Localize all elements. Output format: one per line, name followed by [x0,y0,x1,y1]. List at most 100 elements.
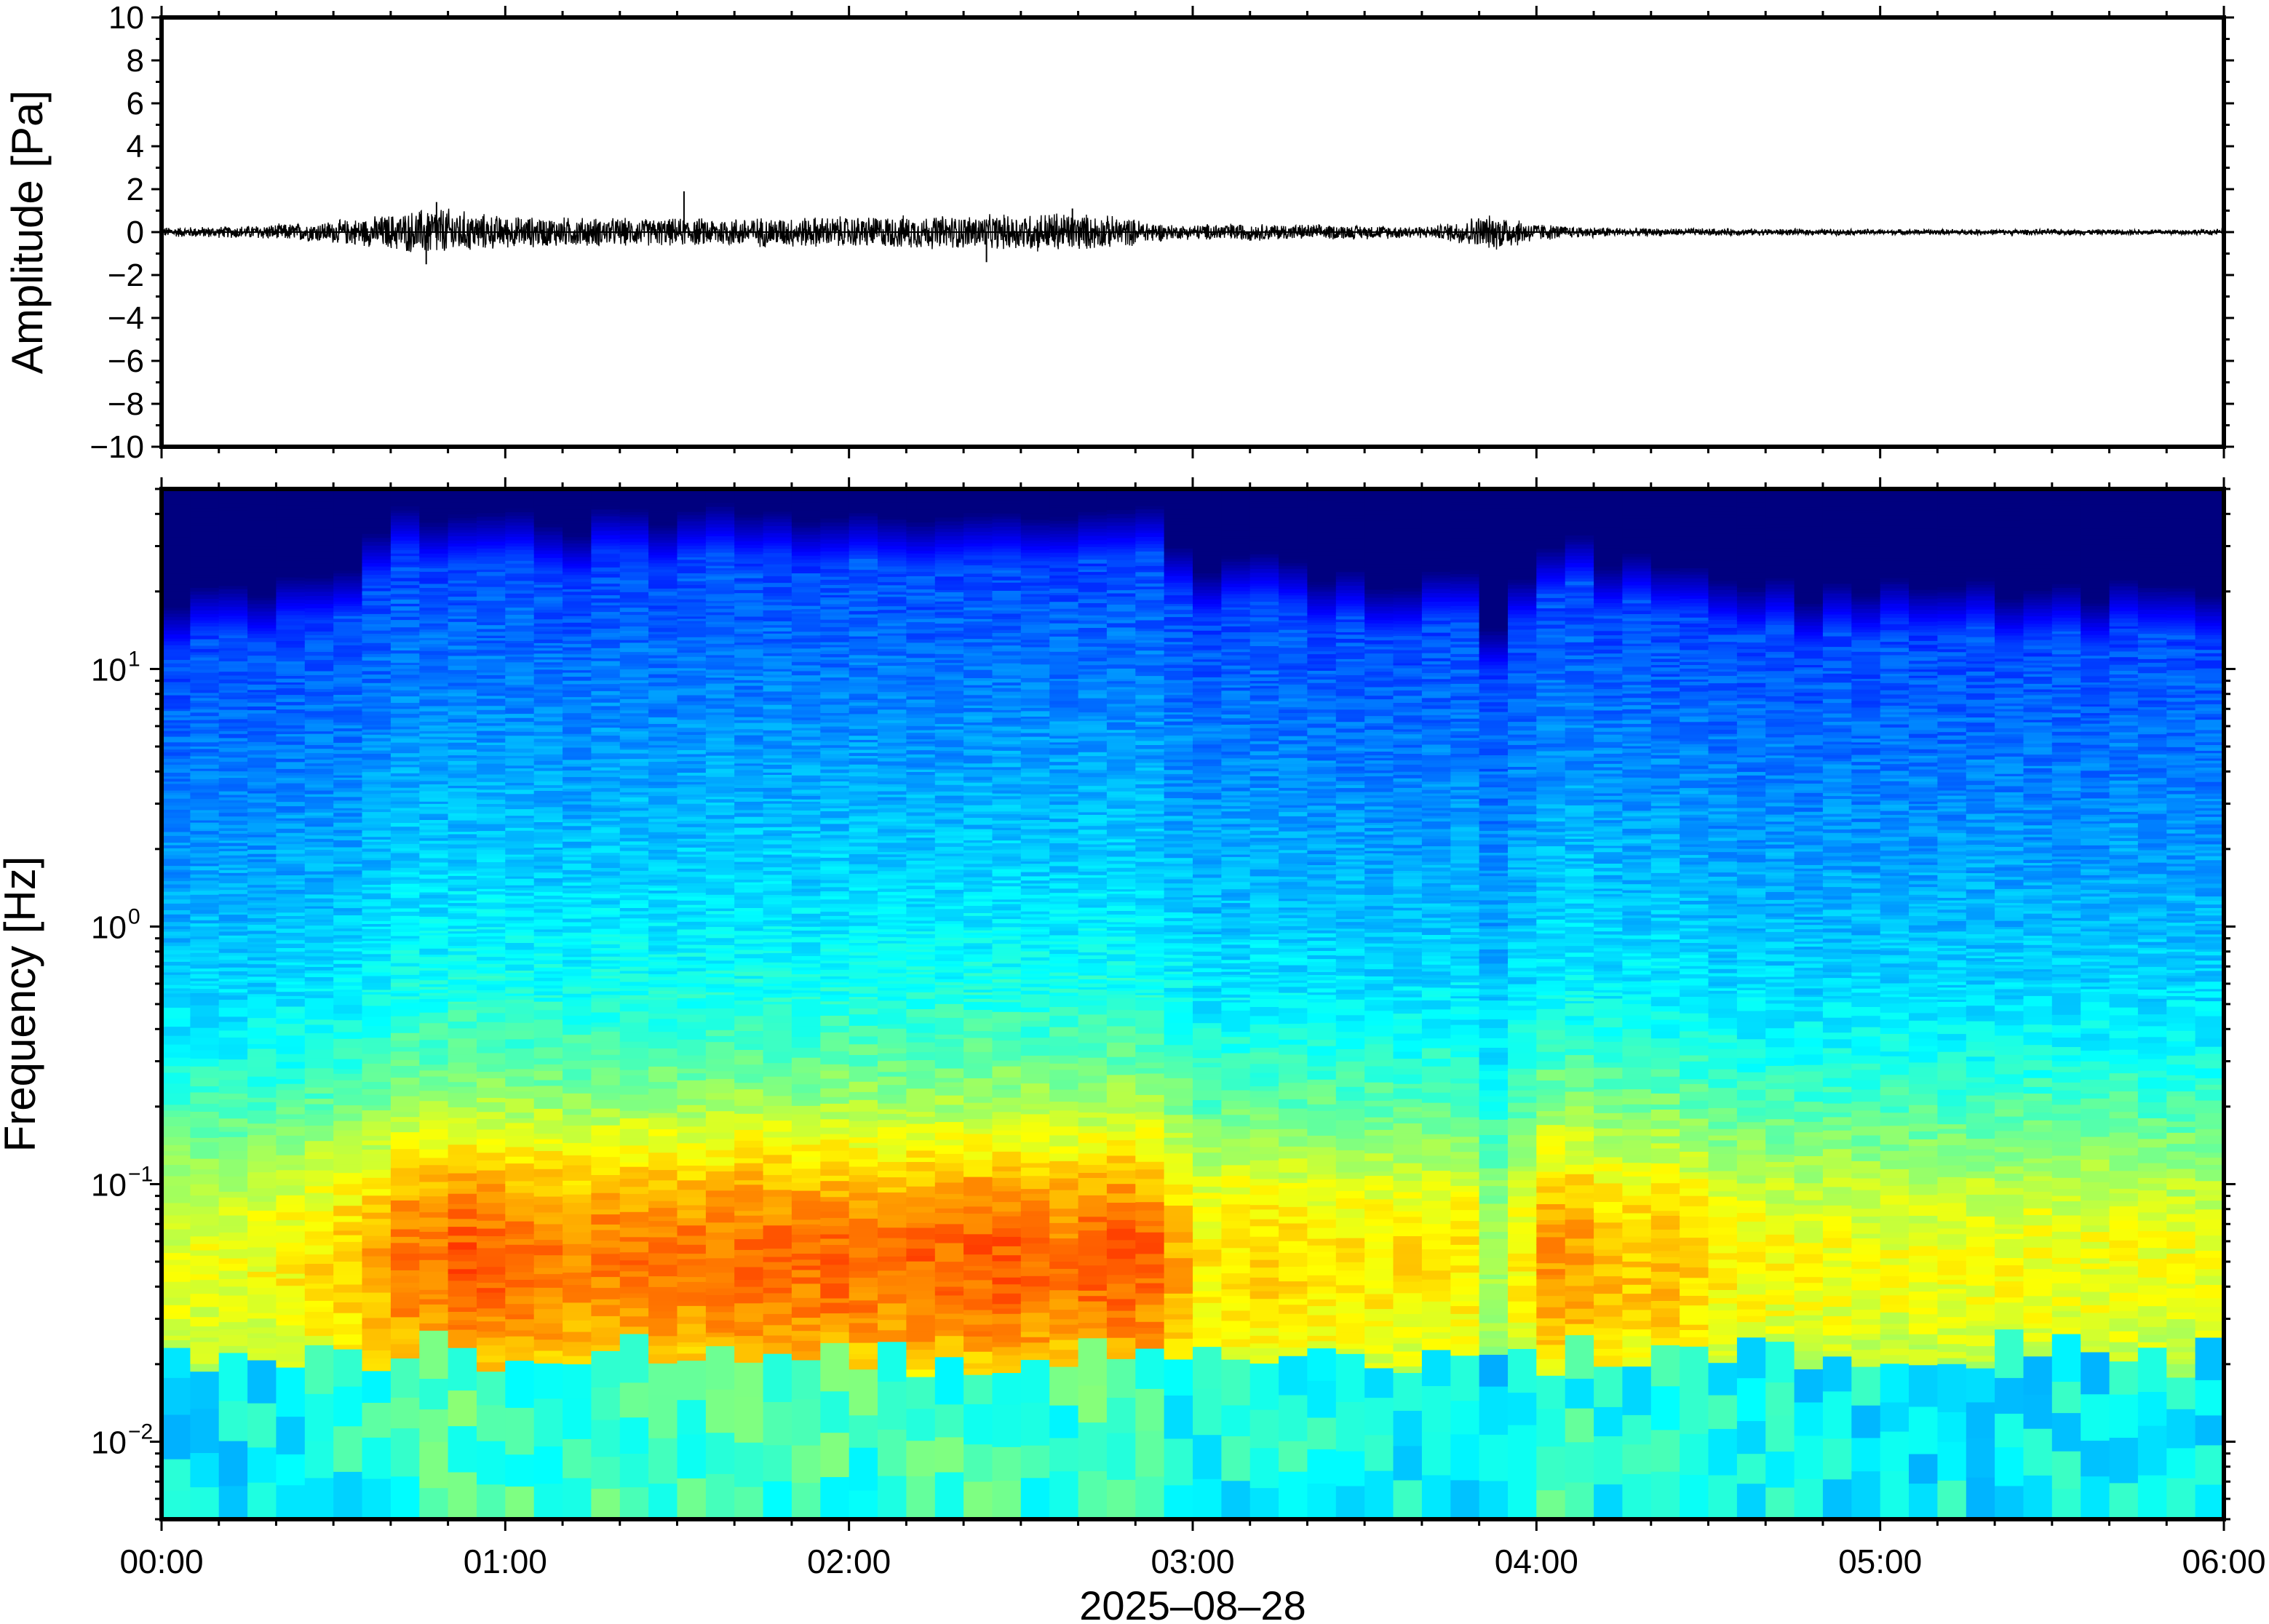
spectrogram-cell [448,933,477,937]
spectrogram-cell [419,874,449,879]
spectrogram-cell [563,1043,592,1052]
spectrogram-cell [763,548,792,554]
spectrogram-cell [333,527,363,530]
waveform-y-tick-label: 6 [127,86,144,122]
spectrogram-cell [820,1253,850,1260]
spectrogram-cell [591,1387,621,1420]
spectrogram-cell [563,921,592,927]
spectrogram-cell [362,688,392,693]
spectrogram-cell [390,1096,421,1107]
spectrogram-cell [448,806,477,810]
spectrogram-cell [276,939,306,944]
spectrogram-cell [190,546,220,549]
spectrogram-cell [763,586,792,590]
spectrogram-cell [648,549,678,553]
spectrogram-cell [505,653,535,657]
spectrogram-cell [477,723,506,726]
spectrogram-cell [763,647,792,650]
spectrogram-cell [362,814,392,819]
spectrogram-cell [563,984,592,987]
spectrogram-cell [190,610,220,615]
spectrogram-cell [591,966,621,969]
spectrogram-cell [477,693,506,696]
spectrogram-cell [390,816,421,821]
spectrogram-cell [591,538,621,544]
spectrogram-cell [648,1207,678,1217]
spectrogram-cell [820,857,850,861]
spectrogram-cell [190,856,220,861]
spectrogram-cell [276,981,306,985]
spectrogram-cell [734,530,764,533]
spectrogram-cell [218,837,248,841]
spectrogram-cell [162,613,191,618]
spectrogram-cell [162,489,191,494]
spectrogram-cell [247,648,277,652]
spectrogram-cell [390,1316,421,1329]
spectrogram-cell [763,931,792,936]
spectrogram-cell [677,538,707,544]
spectrogram-cell [505,738,535,742]
spectrogram-cell [591,784,621,789]
spectrogram-cell [734,853,764,858]
spectrogram-cell [563,729,592,734]
spectrogram-cell [619,758,649,763]
spectrogram-cell [390,953,421,956]
spectrogram-cell [505,1022,535,1031]
spectrogram-cell [705,854,736,859]
spectrogram-cell [505,878,535,882]
spectrogram-cell [362,650,392,654]
spectrogram-cell [763,764,792,769]
spectrogram-cell [763,787,792,792]
spectrogram-cell [591,950,621,954]
spectrogram-cell [419,546,449,549]
spectrogram-cell [390,670,421,675]
spectrogram-cell [820,1150,850,1162]
spectrogram-cell [247,853,277,857]
spectrogram-cell [304,507,334,512]
spectrogram-cell [505,1091,535,1099]
spectrogram-cell [763,1353,792,1402]
spectrogram-cell [218,777,248,781]
spectrogram-cell [218,571,248,576]
spectrogram-cell [304,744,334,749]
spectrogram-cell [705,1266,736,1273]
spectrogram-cell [247,845,277,850]
spectrogram-cell [448,1311,477,1321]
spectrogram-cell [162,1110,191,1117]
spectrogram-cell [734,1228,764,1240]
spectrogram-cell [763,1248,792,1257]
spectrogram-cell [763,726,792,731]
spectrogram-cell [533,650,563,654]
spectrogram-cell [705,640,736,644]
spectrogram-cell [677,944,707,949]
spectrogram-cell [563,1331,592,1342]
spectrogram-cell [362,666,392,672]
spectrogram-cell [419,568,449,572]
spectrogram-cell [333,611,363,616]
spectrogram-cell [362,1005,392,1017]
spectrogram-cell [791,998,822,1011]
spectrogram-cell [619,494,649,499]
spectrogram-cell [791,1277,822,1284]
spectrogram-cell [619,1145,649,1154]
spectrogram-cell [763,1342,792,1354]
spectrogram-cell [218,690,248,693]
spectrogram-cell [247,970,277,975]
spectrogram-cell [218,867,248,870]
spectrogram-cell [190,1293,220,1300]
spectrogram-cell [591,592,621,596]
spectrogram-cell [505,946,535,950]
spectrogram-cell [791,1010,822,1017]
spectrogram-cell [190,1306,220,1318]
spectrogram-cell [362,1291,392,1302]
spectrogram-cell [333,1230,363,1235]
spectrogram-cell [734,772,764,776]
spectrogram-cell [362,619,392,624]
spectrogram-cell [448,1254,477,1262]
spectrogram-cell [533,1339,563,1351]
spectrogram-cell [533,1350,563,1357]
spectrogram-cell [763,617,792,621]
spectrogram-cell [304,1170,334,1182]
